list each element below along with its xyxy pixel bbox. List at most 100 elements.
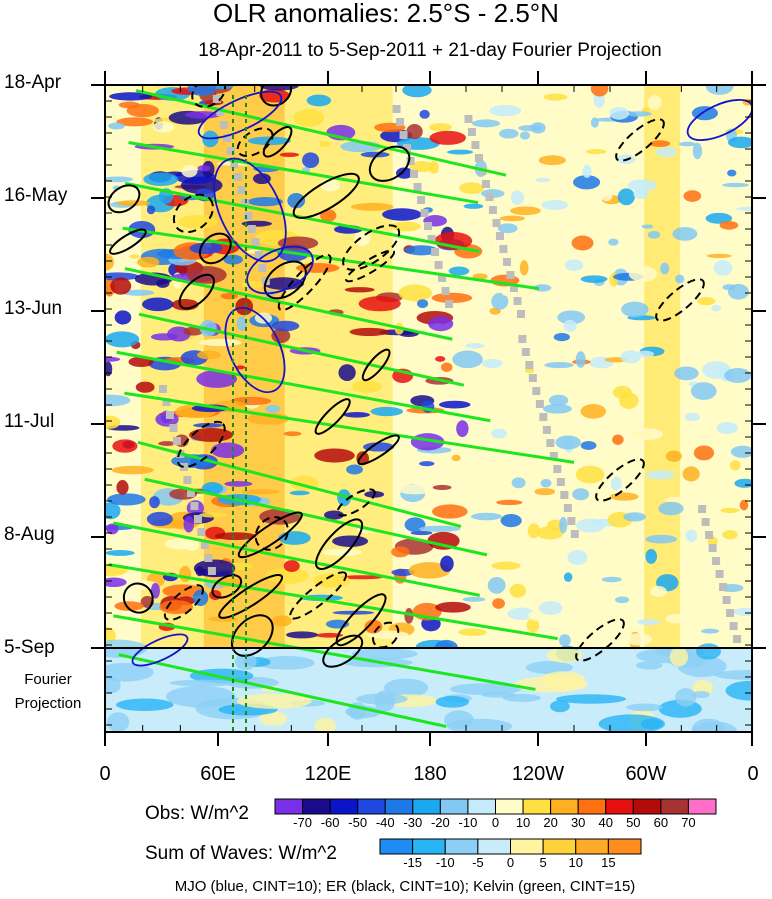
obs-anomaly-blob	[339, 575, 384, 580]
obs-anomaly-blob	[499, 344, 524, 358]
projection-blob	[555, 694, 627, 704]
obs-anomaly-blob	[315, 632, 344, 638]
obs-anomaly-blob	[419, 461, 435, 467]
obs-anomaly-blob	[120, 188, 141, 199]
waves-colorbar-box	[477, 838, 511, 855]
projection-blob	[116, 698, 174, 712]
obs-anomaly-blob	[530, 122, 546, 134]
obs-anomaly-blob	[302, 152, 320, 169]
obs-colorbar-label: Obs: W/m^2	[145, 803, 249, 824]
obs-anomaly-blob	[404, 245, 439, 256]
projection-blob	[236, 693, 312, 709]
obs-anomaly-blob	[672, 227, 698, 241]
obs-anomaly-blob	[183, 326, 204, 336]
obs-anomaly-blob	[109, 92, 152, 101]
obs-anomaly-blob	[665, 450, 682, 462]
obs-anomaly-blob	[500, 514, 522, 528]
er-contour	[615, 118, 665, 162]
waves-colorbar-box	[379, 838, 414, 855]
missing-data-cell	[539, 413, 548, 421]
obs-anomaly-blob	[534, 488, 556, 496]
obs-anomaly-blob	[610, 492, 639, 501]
obs-anomaly-blob	[142, 297, 174, 312]
obs-anomaly-blob	[192, 423, 223, 428]
er-contour	[335, 593, 387, 647]
obs-anomaly-blob	[451, 454, 461, 462]
obs-anomaly-blob	[417, 299, 429, 309]
missing-data-cell	[509, 284, 518, 292]
obs-anomaly-blob	[729, 460, 741, 471]
obs-anomaly-blob	[448, 266, 470, 276]
obs-anomaly-blob	[435, 355, 446, 362]
projection-blob	[170, 679, 237, 687]
obs-anomaly-blob	[320, 209, 337, 222]
missing-data-cell	[186, 489, 195, 497]
er-contour	[122, 582, 154, 614]
obs-anomaly-blob	[620, 350, 641, 364]
obs-anomaly-blob	[541, 200, 569, 211]
er-contour	[211, 574, 243, 599]
obs-anomaly-blob	[224, 481, 253, 487]
obs-anomaly-blob	[628, 266, 658, 282]
y-tick-label: 18-Apr	[4, 72, 62, 93]
obs-anomaly-blob	[116, 200, 151, 207]
missing-data-cell	[230, 160, 239, 168]
obs-anomaly-blob	[349, 327, 389, 337]
missing-data-cell	[549, 452, 558, 460]
obs-anomaly-blob	[596, 434, 611, 451]
kelvin-contour	[138, 312, 465, 387]
obs-anomaly-blob	[350, 202, 394, 211]
legend-footer: MJO (blue, CINT=10); ER (black, CINT=10)…	[174, 878, 636, 895]
missing-data-cell	[417, 196, 426, 204]
missing-data-cell	[525, 361, 534, 369]
waves-colorbar-tick: -10	[435, 855, 455, 870]
obs-anomaly-blob	[601, 576, 622, 583]
obs-anomaly-blob	[346, 464, 363, 475]
obs-anomaly-blob	[647, 230, 661, 239]
kelvin-contour	[113, 521, 481, 597]
er-contour	[163, 584, 204, 621]
obs-anomaly-blob	[506, 139, 535, 152]
obs-colorbar-tick: -20	[430, 815, 450, 830]
projection-blob	[546, 647, 583, 663]
obs-anomaly-blob	[538, 155, 566, 166]
projection-blob	[259, 711, 288, 726]
waves-colorbar-box	[510, 838, 544, 855]
obs-anomaly-blob	[209, 589, 222, 601]
missing-data-cell	[499, 245, 508, 253]
obs-anomaly-blob	[137, 256, 160, 268]
obs-anomaly-blob	[538, 601, 563, 615]
obs-anomaly-blob	[492, 598, 505, 609]
obs-anomaly-blob	[608, 238, 619, 246]
missing-data-cell	[467, 128, 476, 136]
missing-data-cell	[441, 287, 450, 295]
x-tick-label: 0	[99, 763, 111, 785]
obs-anomaly-blob	[419, 109, 430, 119]
obs-anomaly-blob	[496, 499, 523, 506]
mjo-contour	[131, 633, 189, 667]
obs-colorbar-tick: -10	[458, 815, 478, 830]
projection-blob	[351, 648, 418, 660]
obs-anomaly-blob	[279, 152, 300, 157]
obs-anomaly-blob	[582, 164, 592, 179]
er-contour	[260, 85, 293, 107]
obs-anomaly-blob	[397, 484, 434, 495]
obs-anomaly-blob	[418, 525, 461, 532]
obs-colorbar-box	[660, 798, 689, 815]
missing-data-cell	[244, 212, 253, 220]
obs-anomaly-blob	[491, 561, 521, 570]
projection-blob	[691, 718, 725, 732]
obs-anomaly-blob	[548, 394, 569, 406]
er-contour	[361, 348, 391, 382]
missing-data-cell	[722, 596, 731, 604]
obs-anomaly-blob	[332, 535, 369, 547]
obs-anomaly-blob	[452, 350, 483, 369]
obs-anomaly-blob	[432, 484, 452, 491]
missing-data-cell	[708, 544, 717, 552]
obs-anomaly-blob	[105, 331, 140, 348]
er-contour	[237, 511, 303, 559]
obs-anomaly-blob	[429, 130, 466, 145]
waves-colorbar-box	[412, 838, 446, 855]
missing-data-cell	[190, 502, 199, 510]
missing-data-cell	[492, 219, 501, 227]
